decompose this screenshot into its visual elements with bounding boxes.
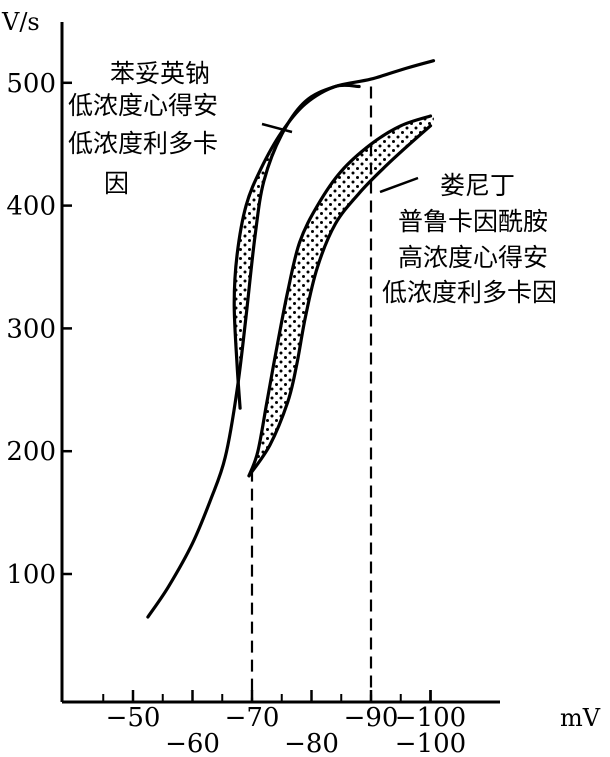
y-tick-label: 500 <box>6 69 56 99</box>
annotation-b: 娄尼丁 普鲁卡因酰胺 高浓度心得安 低浓度利多卡因 <box>382 171 557 307</box>
annotation-b-line-1: 娄尼丁 <box>440 171 515 200</box>
y-tick-label: 400 <box>6 192 56 222</box>
band-a-fill <box>234 85 360 409</box>
band-b-fill <box>249 116 434 476</box>
x-tick-label: −70 <box>225 703 280 733</box>
x-tick-label: −50 <box>106 703 161 733</box>
x-tick-label: −80 <box>284 729 339 757</box>
series-line-band-B-lower-edge <box>247 124 433 478</box>
annotation-b-line-3: 高浓度心得安 <box>398 243 548 272</box>
x-tick-label: −100 <box>395 703 466 733</box>
series-line-control-curve <box>146 59 436 619</box>
y-axis-label: V/s <box>1 8 40 36</box>
y-tick-label: 100 <box>6 560 56 590</box>
x-ticks: −50 −70 −90−100 −60 −80 −100 <box>102 690 466 757</box>
annotation-a-line-2: 低浓度心得安 <box>68 91 218 120</box>
dashed-reference-lines <box>250 86 373 702</box>
x-tick-label: −90 <box>344 703 399 733</box>
series-line-band-B-upper-edge <box>247 114 433 478</box>
annotation-a-pointer <box>261 122 293 134</box>
x-tick-label: −60 <box>165 729 220 757</box>
annotation-b-pointer <box>379 176 419 194</box>
y-tick-label: 300 <box>6 314 56 344</box>
x-axis-label: mV <box>560 704 601 732</box>
y-ticks: 100 200 300 400 500 <box>6 69 72 590</box>
y-tick-label: 200 <box>6 437 56 467</box>
series-curves <box>146 59 436 619</box>
annotation-a-line-1: 苯妥英钠 <box>110 59 210 88</box>
annotation-a-line-3: 低浓度利多卡 <box>68 129 218 158</box>
annotation-b-line-4: 低浓度利多卡因 <box>382 278 557 307</box>
annotation-b-line-2: 普鲁卡因酰胺 <box>398 207 548 236</box>
x-tick-label: −100 <box>395 729 466 757</box>
annotation-a: 苯妥英钠 低浓度心得安 低浓度利多卡 因 <box>68 59 218 198</box>
series-line-band-A-upper-edge <box>232 83 361 410</box>
annotation-a-line-4: 因 <box>104 169 129 198</box>
